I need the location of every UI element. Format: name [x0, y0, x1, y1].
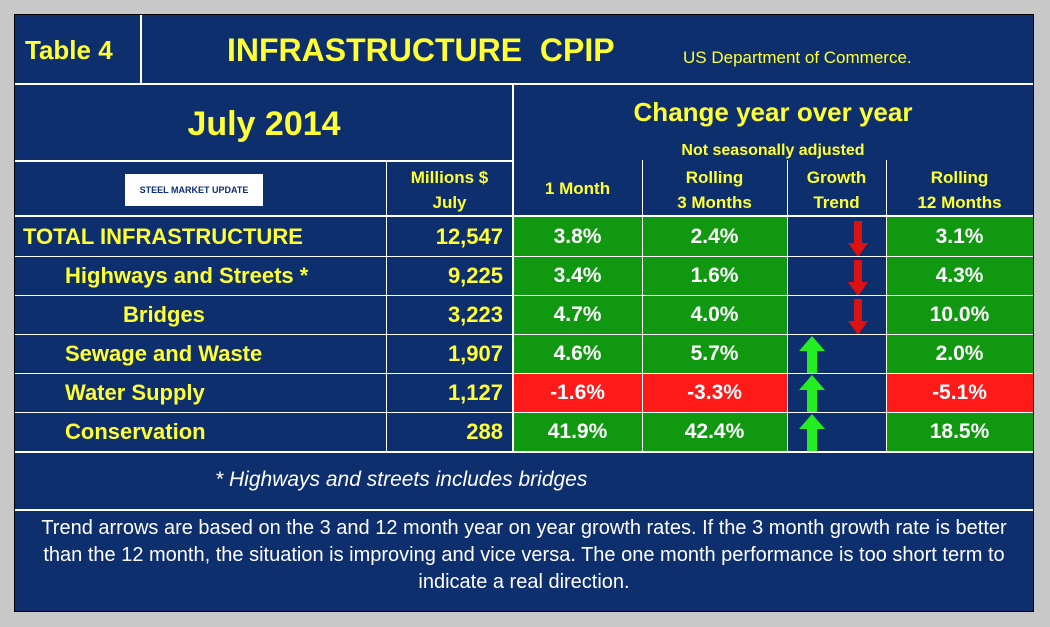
divider	[15, 451, 1033, 453]
divider	[386, 160, 387, 451]
col-rolling12-line1: Rolling	[930, 168, 989, 187]
infrastructure-cpip-table: Table 4 INFRASTRUCTURE CPIP US Departmen…	[14, 14, 1034, 612]
row-water-12m: -5.1%	[886, 373, 1033, 412]
row-total-name: TOTAL INFRASTRUCTURE	[23, 224, 303, 249]
table-label: Table 4	[25, 35, 113, 65]
row-highways-1m: 3.4%	[513, 256, 642, 295]
row-water-millions: 1,127	[447, 380, 503, 405]
trend-arrow-down-total-icon	[848, 221, 868, 257]
row-water-name: Water Supply	[65, 380, 205, 405]
trend-arrow-up-sewage-icon	[799, 336, 825, 374]
row-water-3m: -3.3%	[642, 373, 787, 412]
divider	[15, 215, 1033, 217]
row-sewage-3m: 5.7%	[642, 334, 787, 373]
row-conservation-name: Conservation	[65, 419, 206, 444]
divider	[642, 160, 643, 451]
row-sewage-1m: 4.6%	[513, 334, 642, 373]
change-heading: Change year over year	[633, 97, 913, 127]
divider	[886, 160, 887, 451]
divider	[15, 373, 1033, 374]
divider	[512, 83, 514, 451]
row-highways-name: Highways and Streets *	[65, 263, 309, 288]
col-one-month-header: 1 Month	[544, 179, 611, 198]
row-total-3m: 2.4%	[642, 217, 787, 256]
row-conservation-3m: 42.4%	[642, 412, 787, 451]
row-total-1m: 3.8%	[513, 217, 642, 256]
row-highways-3m: 1.6%	[642, 256, 787, 295]
row-conservation-12m: 18.5%	[886, 412, 1033, 451]
divider	[15, 256, 1033, 257]
steel-market-update-logo: STEEL MARKET UPDATE	[125, 174, 263, 206]
divider	[140, 15, 142, 83]
period-label: July 2014	[187, 105, 341, 143]
row-bridges-millions: 3,223	[447, 302, 503, 327]
row-sewage-millions: 1,907	[447, 341, 503, 366]
row-sewage-12m: 2.0%	[886, 334, 1033, 373]
col-rolling12-line2: 12 Months	[917, 193, 1002, 212]
col-rolling3-header: Rolling 3 Months	[642, 165, 787, 215]
col-rolling12-header: Rolling 12 Months	[886, 165, 1033, 215]
col-growth-header: Growth Trend	[787, 165, 886, 215]
divider	[15, 295, 1033, 296]
row-bridges-12m: 10.0%	[886, 295, 1033, 334]
col-growth-line2: Trend	[813, 193, 860, 212]
divider	[15, 160, 513, 162]
trend-arrow-up-conservation-icon	[799, 414, 825, 452]
col-millions-line1: Millions $	[410, 168, 489, 187]
row-bridges-name: Bridges	[123, 302, 205, 327]
explanation-text: Trend arrows are based on the 3 and 12 m…	[41, 517, 1007, 593]
row-conservation-millions: 288	[466, 419, 503, 444]
row-sewage-name: Sewage and Waste	[65, 341, 263, 366]
page-title: INFRASTRUCTURE CPIP	[227, 32, 615, 68]
col-millions-header: Millions $ July	[386, 165, 513, 215]
divider	[15, 412, 1033, 413]
row-highways-millions: 9,225	[447, 263, 503, 288]
seasonal-note: Not seasonally adjusted	[681, 142, 865, 159]
row-conservation-1m: 41.9%	[513, 412, 642, 451]
row-bridges-3m: 4.0%	[642, 295, 787, 334]
logo-text: STEEL MARKET UPDATE	[139, 185, 249, 195]
row-water-1m: -1.6%	[513, 373, 642, 412]
row-highways-12m: 4.3%	[886, 256, 1033, 295]
row-bridges-1m: 4.7%	[513, 295, 642, 334]
trend-arrow-down-highways-icon	[848, 260, 868, 296]
row-total-millions: 12,547	[435, 224, 503, 249]
divider	[15, 83, 1033, 85]
divider	[15, 334, 1033, 335]
trend-arrow-up-water-icon	[799, 375, 825, 413]
trend-arrow-down-bridges-icon	[848, 299, 868, 335]
divider	[787, 160, 788, 451]
source-label: US Department of Commerce.	[683, 48, 912, 67]
col-rolling3-line1: Rolling	[685, 168, 744, 187]
col-growth-line1: Growth	[806, 168, 867, 187]
footnote: * Highways and streets includes bridges	[215, 468, 588, 491]
col-millions-line2: July	[432, 193, 467, 212]
col-rolling3-line2: 3 Months	[677, 193, 752, 212]
row-total-12m: 3.1%	[886, 217, 1033, 256]
divider	[15, 509, 1033, 511]
